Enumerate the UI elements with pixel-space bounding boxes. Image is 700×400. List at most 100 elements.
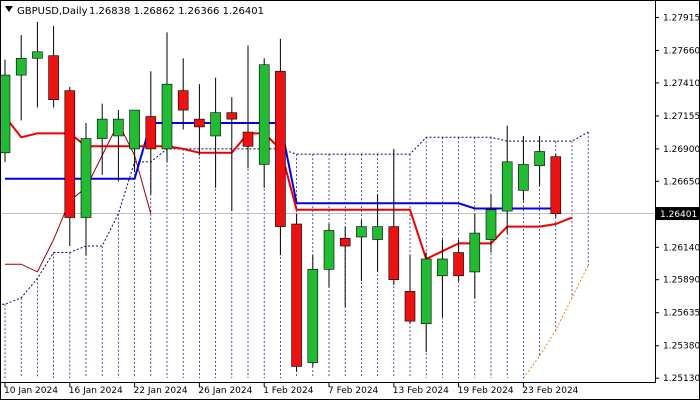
ohlc-values: 1.26838 1.26862 1.26366 1.26401 — [89, 6, 264, 17]
bullish-candle-body — [15, 57, 27, 76]
bullish-candle-body — [534, 151, 545, 167]
price-axis: 1.27915 1.27660 1.27410 1.27155 1.26900 1.266… — [655, 13, 700, 384]
bearish-candle-body — [550, 156, 562, 214]
candle — [177, 58, 189, 130]
price-tick-label: 1.26900 — [663, 145, 700, 155]
bullish-candle-body — [372, 226, 383, 240]
candle — [339, 226, 351, 307]
bullish-candle-body — [129, 109, 140, 150]
price-tick-label: 1.25890 — [663, 276, 700, 286]
bullish-candle-body — [420, 258, 432, 325]
candle — [388, 148, 400, 285]
bearish-candle-body — [48, 55, 59, 101]
candle — [210, 77, 221, 188]
bullish-candle-body — [161, 83, 173, 150]
bearish-candle-body — [177, 90, 189, 111]
bearish-candle-body — [226, 112, 238, 120]
current-price-marker: 1.26401 — [656, 207, 699, 221]
candle — [48, 25, 59, 108]
candle — [404, 255, 416, 324]
candle — [550, 154, 562, 218]
price-tick-label: 1.27155 — [663, 112, 700, 122]
price-tick-label: 1.25635 — [663, 309, 700, 319]
candle — [145, 71, 157, 195]
current-price-label: 1.26401 — [660, 210, 697, 220]
candle — [96, 103, 108, 175]
candle — [32, 22, 43, 108]
price-tick-label: 1.27915 — [663, 13, 700, 23]
bullish-candle-body — [518, 164, 529, 191]
symbol-label: GBPUSD,Daily — [17, 6, 88, 17]
candle — [453, 239, 464, 281]
candles — [0, 22, 562, 372]
bearish-candle-body — [291, 223, 302, 367]
bullish-candle-body — [96, 118, 108, 139]
date-tick-label: 26 Jan 2024 — [198, 386, 252, 396]
candle — [258, 58, 270, 188]
candle — [307, 255, 319, 367]
senkou-span-a — [0, 131, 589, 305]
price-tick-label: 1.27660 — [663, 47, 700, 57]
bullish-candle-body — [469, 232, 481, 273]
candle — [534, 135, 545, 186]
candle — [15, 34, 27, 121]
time-axis: 10 Jan 2024 16 Jan 2024 22 Jan 2024 26 Jan … — [4, 382, 579, 396]
candle — [161, 32, 173, 162]
candle — [420, 252, 432, 353]
bullish-candle-body — [210, 112, 221, 137]
bullish-candle-body — [113, 118, 124, 137]
price-axis-background — [655, 0, 700, 400]
date-tick-label: 22 Jan 2024 — [134, 386, 188, 396]
candle — [80, 123, 92, 256]
date-tick-label: 19 Feb 2024 — [458, 386, 514, 396]
candle — [485, 194, 497, 253]
price-tick-label: 1.27410 — [663, 79, 700, 89]
candle — [64, 86, 76, 247]
bearish-candle-body — [242, 131, 254, 147]
bullish-candle-body — [437, 258, 448, 277]
bearish-candle-body — [339, 237, 351, 247]
candle — [0, 59, 11, 162]
candle — [437, 239, 448, 318]
date-tick-label: 10 Jan 2024 — [4, 386, 58, 396]
candle — [518, 135, 529, 201]
price-tick-label: 1.25380 — [663, 342, 700, 352]
collapse-triangle-icon[interactable] — [5, 6, 13, 12]
price-tick-label: 1.26650 — [663, 177, 700, 187]
chart-header: GBPUSD,Daily 1.26838 1.26862 1.26366 1.2… — [5, 6, 264, 17]
bearish-candle-body — [275, 70, 286, 227]
bearish-candle-body — [194, 118, 205, 128]
bullish-candle-body — [258, 64, 270, 165]
current-price-label-bg — [656, 207, 699, 221]
candle — [372, 194, 383, 272]
bullish-candle-body — [80, 138, 92, 218]
bearish-candle-body — [388, 226, 400, 281]
candle — [194, 84, 205, 156]
bullish-candle-body — [356, 226, 367, 238]
candle — [291, 213, 302, 372]
bullish-candle-body — [323, 230, 335, 270]
bullish-candle-body — [485, 209, 497, 240]
bullish-candle-body — [0, 74, 11, 154]
bearish-candle-body — [64, 90, 76, 218]
candle — [113, 110, 124, 182]
price-tick-label: 1.26140 — [663, 243, 700, 253]
candle — [323, 224, 335, 288]
date-tick-label: 7 Feb 2024 — [328, 386, 379, 396]
bullish-candle-body — [307, 269, 319, 363]
price-tick-label: 1.25130 — [663, 374, 700, 384]
bullish-candle-body — [501, 161, 513, 212]
date-tick-label: 1 Feb 2024 — [263, 386, 314, 396]
candle — [501, 125, 513, 234]
bearish-candle-body — [145, 116, 157, 150]
candle — [469, 213, 481, 298]
candle — [129, 109, 140, 173]
date-tick-label: 16 Jan 2024 — [69, 386, 123, 396]
bullish-candle-body — [32, 51, 43, 59]
candle — [242, 45, 254, 169]
candle — [356, 220, 367, 281]
bearish-candle-body — [404, 291, 416, 322]
